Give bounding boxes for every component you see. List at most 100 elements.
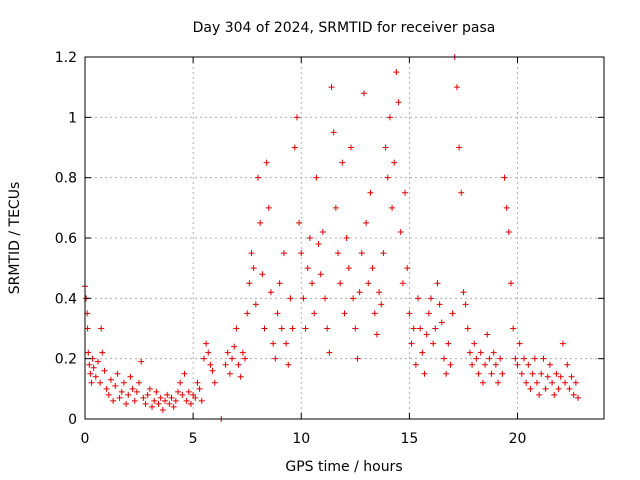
data-point	[406, 310, 413, 317]
y-tick-label: 1	[68, 110, 77, 126]
data-point	[123, 400, 130, 407]
data-point	[514, 361, 521, 368]
data-point	[575, 394, 582, 401]
data-point	[255, 174, 261, 181]
data-point	[166, 400, 173, 407]
data-point	[192, 394, 199, 401]
data-point	[518, 370, 525, 377]
data-point	[293, 114, 300, 121]
y-axis-label: SRMTID / TECUs	[7, 182, 23, 295]
data-point	[363, 219, 370, 226]
data-point	[185, 388, 192, 395]
data-point	[233, 325, 240, 332]
data-point	[354, 355, 361, 362]
data-point	[84, 325, 91, 332]
data-point	[97, 379, 104, 386]
data-point	[276, 280, 283, 287]
data-point	[304, 265, 311, 272]
data-point	[551, 391, 558, 398]
data-point	[92, 373, 99, 380]
data-point	[568, 373, 575, 380]
data-point	[536, 391, 543, 398]
data-point	[127, 373, 134, 380]
data-point	[261, 325, 268, 332]
data-point	[302, 325, 309, 332]
data-point	[570, 391, 577, 398]
data-point	[131, 397, 138, 404]
data-point	[248, 250, 255, 257]
data-point	[306, 235, 313, 241]
data-point	[337, 280, 344, 287]
data-point	[90, 364, 97, 371]
data-point	[462, 301, 469, 308]
data-point	[516, 340, 523, 347]
data-point	[315, 241, 322, 248]
data-point	[425, 310, 432, 317]
data-point	[404, 265, 411, 272]
data-point	[339, 159, 346, 166]
data-point	[386, 114, 393, 121]
data-point	[86, 361, 93, 368]
data-point	[555, 385, 562, 392]
data-point	[142, 400, 149, 407]
data-point	[508, 280, 515, 287]
data-point	[125, 391, 132, 398]
data-point	[402, 189, 409, 196]
data-point	[527, 385, 534, 392]
data-point	[382, 144, 389, 151]
data-point	[116, 394, 123, 401]
data-point	[456, 144, 463, 151]
data-point	[164, 391, 171, 398]
data-point	[445, 340, 452, 347]
data-point	[114, 370, 121, 377]
data-point	[105, 391, 112, 398]
data-point	[120, 379, 127, 386]
data-point	[482, 361, 489, 368]
data-point	[140, 394, 147, 401]
data-point	[332, 204, 339, 211]
data-point	[138, 358, 145, 365]
data-point	[172, 397, 179, 404]
data-point	[399, 280, 406, 287]
data-point	[408, 340, 415, 347]
data-point	[503, 204, 510, 211]
data-point	[397, 228, 404, 235]
data-point	[415, 295, 422, 302]
data-point	[391, 159, 398, 166]
data-point	[291, 144, 298, 151]
data-point	[209, 367, 216, 374]
data-point	[85, 349, 92, 356]
data-point	[194, 379, 201, 386]
data-point	[460, 289, 467, 296]
data-point	[322, 295, 329, 302]
data-point	[466, 349, 473, 356]
data-point	[538, 370, 545, 377]
data-point	[434, 280, 441, 287]
x-tick-label: 15	[400, 431, 418, 447]
data-point	[389, 204, 396, 211]
data-point	[432, 325, 439, 332]
data-point	[187, 400, 194, 407]
data-point	[562, 379, 569, 386]
data-point	[259, 271, 266, 278]
data-point	[557, 373, 564, 380]
data-point	[546, 361, 553, 368]
data-point	[525, 361, 532, 368]
data-point	[360, 90, 367, 97]
data-point	[376, 289, 383, 296]
data-point	[330, 129, 337, 136]
data-point	[544, 373, 551, 380]
data-point	[365, 280, 372, 287]
data-point	[378, 301, 385, 308]
data-point	[484, 331, 491, 338]
data-point	[311, 310, 318, 317]
data-point	[553, 370, 560, 377]
data-point	[200, 355, 207, 362]
data-point	[559, 340, 566, 347]
data-point	[289, 325, 296, 332]
y-tick-label: 1.2	[55, 50, 77, 66]
y-tick-label: 0.6	[55, 231, 77, 247]
data-point	[190, 391, 197, 398]
data-point	[298, 250, 305, 257]
data-point	[263, 159, 270, 166]
